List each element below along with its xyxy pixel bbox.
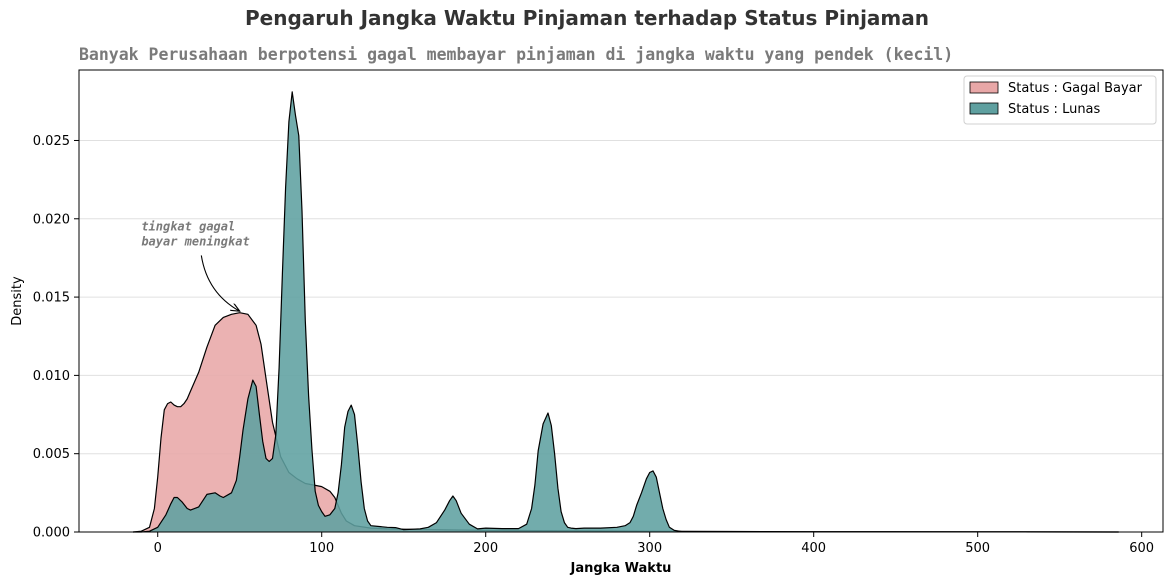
legend: Status : Gagal Bayar Status : Lunas xyxy=(963,75,1157,125)
legend-swatch-lunas xyxy=(969,102,999,115)
x-tick-label: 600 xyxy=(1129,541,1154,556)
y-tick-label: 0.010 xyxy=(33,369,70,384)
y-tick-label: 0.005 xyxy=(33,447,70,462)
annotation-arrow xyxy=(200,255,239,311)
x-tick-label: 0 xyxy=(154,541,162,556)
legend-label-lunas: Status : Lunas xyxy=(1008,102,1101,117)
x-tick-label: 500 xyxy=(965,541,990,556)
series-line-1 xyxy=(133,91,1119,533)
chart-title: Pengaruh Jangka Waktu Pinjaman terhadap … xyxy=(245,6,929,30)
x-tick-label: 300 xyxy=(637,541,662,556)
y-tick-label: 0.025 xyxy=(33,134,70,149)
y-tick-label: 0.000 xyxy=(33,526,70,541)
annotation-line-2: bayar meningkat xyxy=(141,234,249,248)
chart-subtitle: Banyak Perusahaan berpotensi gagal memba… xyxy=(79,45,954,64)
series-layer xyxy=(133,91,1119,533)
legend-label-gagal-bayar: Status : Gagal Bayar xyxy=(1008,81,1143,96)
annotation: tingkat gagal bayar meningkat xyxy=(141,219,250,311)
x-tick-label: 200 xyxy=(473,541,498,556)
y-axis-label: Density xyxy=(10,276,25,326)
y-tick-label: 0.015 xyxy=(33,291,70,306)
annotation-line-1: tingkat gagal xyxy=(141,219,235,233)
plot-frame xyxy=(78,69,1164,533)
x-tick-label: 100 xyxy=(309,541,334,556)
legend-box xyxy=(963,75,1157,125)
x-tick-label: 400 xyxy=(801,541,826,556)
x-axis-label: Jangka Waktu xyxy=(570,561,672,576)
legend-swatch-gagal-bayar xyxy=(969,81,999,94)
tick-layer: 0 100 200 300 400 500 600 0.000 0.005 0.010 0.015 0… xyxy=(33,134,1154,556)
y-tick-label: 0.020 xyxy=(33,212,70,227)
